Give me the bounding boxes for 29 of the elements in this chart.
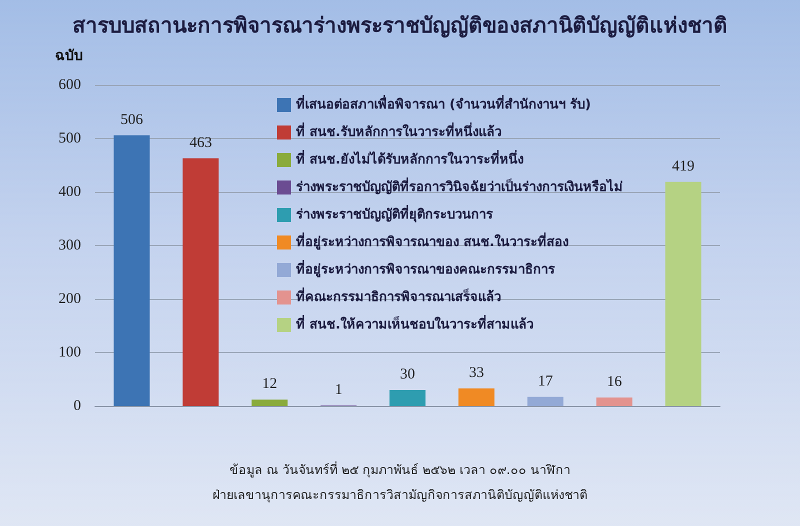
data-label: 419 bbox=[672, 158, 694, 174]
data-label: 16 bbox=[606, 374, 622, 390]
text: ฝ่ายเลขานุการคณะกรรมาธิการวิสามัญกิจการสภานิติบัญญัติแห่งชาติ bbox=[212, 487, 588, 503]
data-label: 506 bbox=[120, 112, 144, 128]
y-tick-label: 100 bbox=[58, 344, 81, 360]
legend-label: ที่อยู่ระหว่างการพิจารณาของ สนช.ในวาระที่สอง bbox=[296, 232, 568, 250]
legend-label: ที่ สนช.ยังไม่ได้รับหลักการในวาระที่หนึ่ง bbox=[296, 150, 524, 168]
legend-label: ร่างพระราชบัญญัติที่ยุติกระบวนการ bbox=[296, 204, 493, 222]
y-tick-label: 400 bbox=[58, 184, 81, 200]
data-label: 33 bbox=[468, 364, 484, 381]
legend-label: ร่างพระราชบัญญัติที่รอการวินิจฉัยว่าเป็นร่างการเงินหรือไม่ bbox=[296, 177, 623, 195]
chart-title: สารบบสถานะการพิจารณาร่างพระราชบัญญัติของสภานิติบัญญัติแห่งชาติ bbox=[72, 14, 728, 38]
data-label: 1 bbox=[334, 382, 342, 398]
y-tick-label: 600 bbox=[58, 77, 81, 93]
data-label: 30 bbox=[400, 366, 415, 382]
y-tick-label: 0 bbox=[74, 398, 81, 414]
legend-label: ที่ สนช.ให้ความเห็นชอบในวาระที่สามแล้ว bbox=[296, 314, 534, 332]
legend-label: ที่คณะกรรมาธิการพิจารณาเสร็จแล้ว bbox=[296, 287, 501, 305]
legend-label: ที่อยู่ระหว่างการพิจารณาของคณะกรรมาธิการ bbox=[296, 260, 555, 278]
legend-label: ที่เสนอต่อสภาเพื่อพิจารณา (จำนวนที่สำนักงานฯ รับ) bbox=[296, 94, 591, 112]
y-axis-title: ฉบับ bbox=[55, 48, 83, 64]
data-label: 17 bbox=[538, 373, 554, 390]
y-tick-label: 300 bbox=[58, 238, 81, 254]
legend-label: ที่ สนช.รับหลักการในวาระที่หนึ่งแล้ว bbox=[296, 122, 502, 140]
y-tick-label: 500 bbox=[58, 130, 81, 146]
data-label: 463 bbox=[189, 134, 212, 151]
y-tick-label: 200 bbox=[58, 291, 81, 307]
data-label: 12 bbox=[262, 376, 278, 392]
text: ข้อมูล ณ วันจันทร์ที่ ๒๕ กุมภาพันธ์ ๒๕๖๒ เวลา ๐๙.๐๐ นาฬิกา bbox=[230, 461, 570, 478]
